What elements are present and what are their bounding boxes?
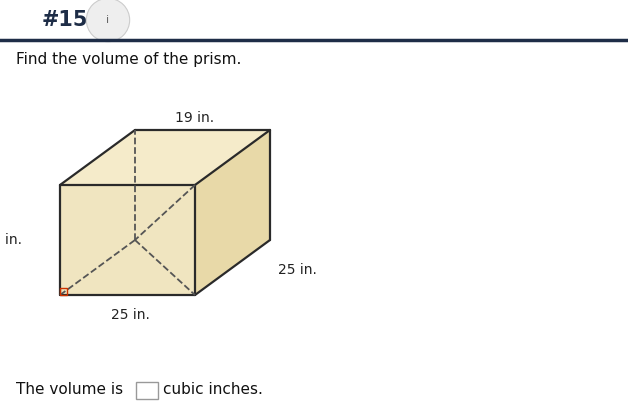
Text: Find the volume of the prism.: Find the volume of the prism.: [16, 52, 241, 67]
Text: #15: #15: [42, 10, 89, 30]
FancyBboxPatch shape: [136, 382, 158, 398]
Text: i: i: [106, 15, 109, 25]
Text: The volume is: The volume is: [16, 382, 123, 398]
Text: 25 in.: 25 in.: [111, 308, 149, 322]
Polygon shape: [60, 130, 270, 185]
Text: 19 in.: 19 in.: [175, 111, 215, 125]
Text: 15 in.: 15 in.: [0, 233, 22, 247]
Polygon shape: [195, 130, 270, 295]
Text: cubic inches.: cubic inches.: [163, 382, 263, 398]
Text: 25 in.: 25 in.: [278, 263, 317, 277]
Polygon shape: [60, 185, 195, 295]
